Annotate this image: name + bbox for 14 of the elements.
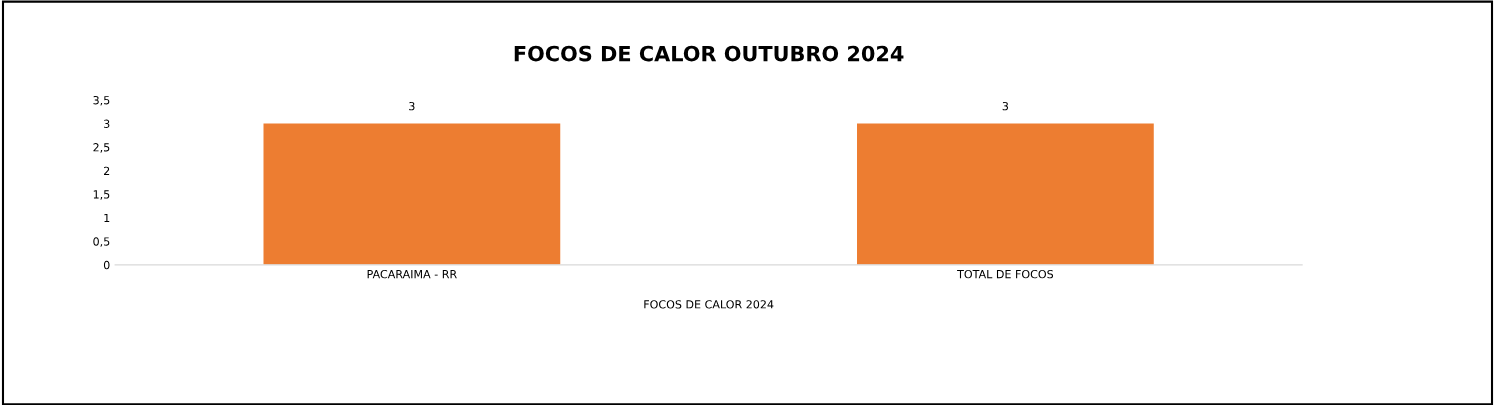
data-label: 3 bbox=[409, 101, 415, 111]
y-tick-label: 0 bbox=[103, 260, 110, 270]
chart-title: FOCOS DE CALOR OUTUBRO 2024 bbox=[514, 45, 904, 62]
y-tick-label: 3,5 bbox=[93, 96, 110, 106]
y-tick-label: 3 bbox=[104, 119, 110, 128]
data-label: 3 bbox=[1002, 101, 1009, 111]
y-tick-label: 1 bbox=[104, 213, 110, 222]
x-tick-label: PACARAIMA - RR bbox=[367, 269, 457, 279]
x-axis-title: FOCOS DE CALOR 2024 bbox=[644, 300, 774, 309]
x-tick-label: TOTAL DE FOCOS bbox=[957, 269, 1054, 279]
y-tick-label: 0,5 bbox=[93, 237, 110, 247]
y-tick-label: 1,5 bbox=[93, 190, 110, 200]
y-tick-label: 2,5 bbox=[93, 143, 110, 153]
y-tick-label: 2 bbox=[104, 166, 110, 175]
